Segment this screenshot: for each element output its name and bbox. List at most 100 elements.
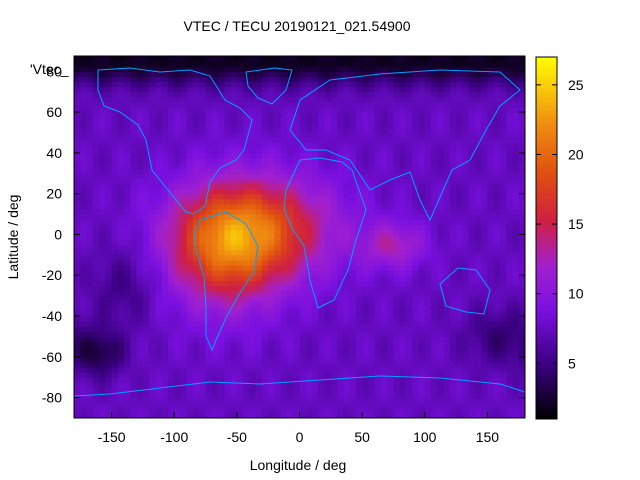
heatmap-cell [474,142,482,149]
heatmap-cell [374,81,382,88]
heatmap-cell [149,412,157,418]
heatmap-cell [437,239,445,246]
heatmap-cell [399,402,407,409]
heatmap-cell [437,106,445,113]
heatmap-cell [155,316,163,322]
heatmap-cell [305,285,313,292]
heatmap-cell [243,382,250,389]
heatmap-cell [180,270,188,276]
heatmap-cell [174,86,182,93]
heatmap-cell [437,290,445,297]
heatmap-cell [487,117,495,123]
heatmap-cell [111,310,119,317]
heatmap-cell [268,290,276,297]
heatmap-cell [362,336,369,343]
heatmap-cell [111,203,119,210]
heatmap-cell [462,137,470,144]
heatmap-cell [205,137,213,144]
heatmap-cell [337,326,344,332]
heatmap-cell [124,203,131,210]
heatmap-cell [318,101,326,108]
heatmap-cell [362,71,369,77]
heatmap-cell [349,157,357,164]
heatmap-cell [487,86,495,93]
heatmap-cell [312,152,319,159]
heatmap-cell [186,367,194,373]
heatmap-cell [224,331,232,338]
heatmap-cell [205,346,213,353]
heatmap-cell [449,224,457,230]
heatmap-cell [518,285,525,292]
heatmap-cell [443,305,451,312]
heatmap-cell [180,86,188,93]
heatmap-cell [261,178,269,185]
heatmap-cell [205,142,213,149]
heatmap-cell [393,265,401,271]
heatmap-cell [412,372,420,378]
heatmap-cell [130,71,138,77]
heatmap-cell [86,280,94,287]
heatmap-cell [167,127,175,134]
heatmap-cell [174,106,182,113]
heatmap-cell [161,229,169,236]
heatmap-cell [387,219,395,225]
heatmap-cell [261,193,269,200]
heatmap-cell [280,178,288,185]
heatmap-cell [261,367,269,373]
heatmap-cell [111,112,119,118]
heatmap-cell [99,61,106,67]
heatmap-cell [506,66,514,72]
heatmap-cell [431,71,438,77]
heatmap-cell [86,234,94,241]
heatmap-cell [337,285,344,292]
heatmap-cell [130,101,138,108]
heatmap-cell [449,106,457,113]
heatmap-cell [186,351,194,358]
heatmap-cell [155,295,163,302]
heatmap-cell [474,132,482,139]
heatmap-cell [211,219,219,225]
heatmap-cell [330,203,338,210]
heatmap-cell [224,249,232,256]
heatmap-cell [456,147,463,154]
heatmap-cell [92,361,100,368]
heatmap-cell [255,91,263,98]
heatmap-cell [199,224,207,230]
heatmap-cell [481,152,489,159]
heatmap-cell [349,203,357,210]
heatmap-cell [512,249,520,256]
heatmap-cell [499,321,507,327]
heatmap-cell [243,290,250,297]
heatmap-cell [474,265,482,271]
heatmap-cell [374,336,382,343]
heatmap-cell [362,106,369,113]
heatmap-cell [286,234,294,241]
heatmap-cell [142,76,150,83]
heatmap-cell [255,295,263,302]
heatmap-cell [349,351,357,358]
heatmap-cell [462,81,470,88]
heatmap-cell [424,101,432,108]
heatmap-cell [111,173,119,179]
heatmap-cell [86,285,94,292]
heatmap-cell [368,81,376,88]
heatmap-cell [74,188,81,195]
heatmap-cell [186,275,194,281]
heatmap-cell [155,392,163,399]
heatmap-cell [443,106,451,113]
heatmap-cell [449,372,457,378]
heatmap-cell [330,387,338,394]
heatmap-cell [286,86,294,93]
heatmap-cell [324,331,332,338]
heatmap-cell [74,316,81,322]
heatmap-cell [92,346,100,353]
heatmap-cell [355,377,363,383]
heatmap-cell [362,361,369,368]
heatmap-cell [349,367,357,373]
heatmap-cell [280,81,288,88]
heatmap-cell [481,147,489,154]
heatmap-cell [449,234,457,241]
heatmap-cell [349,305,357,312]
heatmap-cell [243,259,250,266]
heatmap-cell [431,321,438,327]
